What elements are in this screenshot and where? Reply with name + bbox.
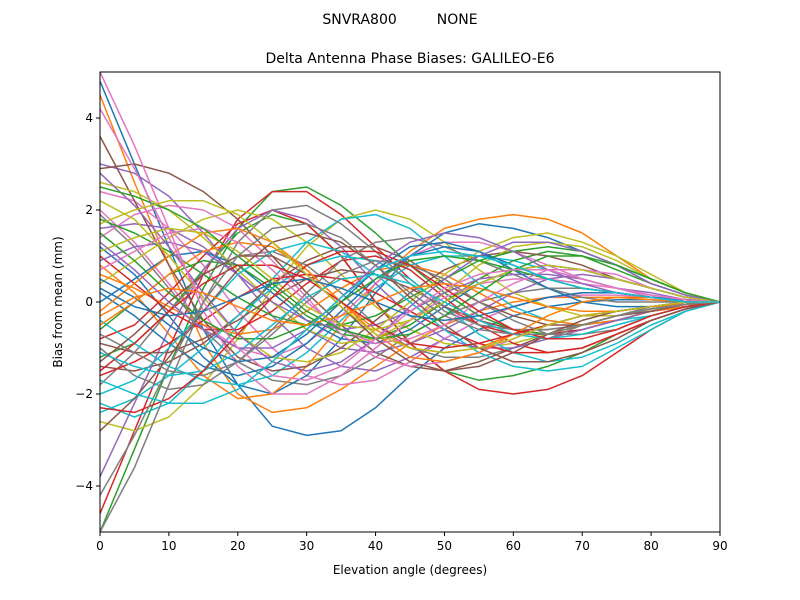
x-tick-label: 30 (299, 539, 314, 553)
x-tick-label: 70 (575, 539, 590, 553)
series-line-s59 (100, 200, 720, 354)
x-tick-label: 80 (643, 539, 658, 553)
x-tick-label: 20 (230, 539, 245, 553)
x-tick-label: 10 (161, 539, 176, 553)
series-line-s41 (100, 241, 720, 363)
y-axis-label: Bias from mean (mm) (51, 236, 65, 367)
series-line-s53 (100, 186, 720, 340)
series-group (100, 72, 720, 532)
x-tick-label: 90 (712, 539, 727, 553)
x-tick-label: 60 (506, 539, 521, 553)
series-line-s58 (100, 223, 720, 496)
series-line-s49 (100, 227, 720, 331)
y-tick-label: −2 (75, 387, 93, 401)
series-line-s23 (100, 250, 720, 340)
y-tick-label: 2 (85, 203, 93, 217)
x-tick-label: 40 (368, 539, 383, 553)
x-tick-label: 50 (437, 539, 452, 553)
chart-suptitle: SNVRA800 NONE (322, 12, 477, 28)
x-tick-label: 0 (96, 539, 104, 553)
series-line-s42 (100, 241, 720, 363)
x-axis: 0 10 20 30 40 50 60 70 80 90 (96, 532, 728, 553)
y-axis: −4 −2 0 2 4 (75, 111, 100, 493)
series-line-s60 (100, 250, 720, 404)
series-line-s54 (100, 250, 720, 414)
y-tick-label: −4 (75, 479, 93, 493)
y-tick-label: 4 (85, 111, 93, 125)
x-axis-label: Elevation angle (degrees) (333, 563, 487, 577)
series-line-s28 (100, 236, 720, 391)
y-tick-label: 0 (85, 295, 93, 309)
chart-title: Delta Antenna Phase Biases: GALILEO-E6 (265, 51, 554, 67)
